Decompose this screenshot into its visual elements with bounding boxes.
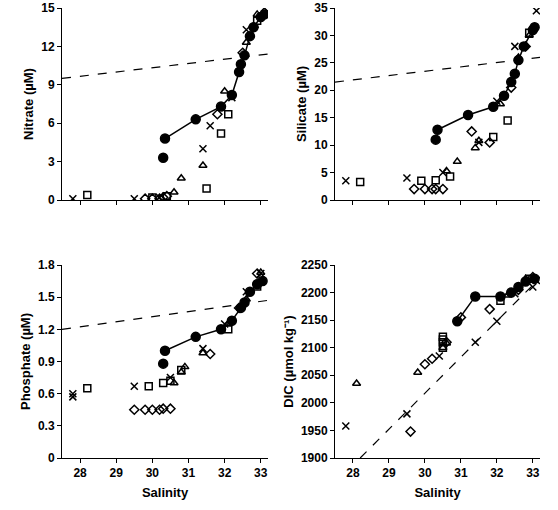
svg-text:2100: 2100 <box>301 341 328 355</box>
svg-text:30: 30 <box>314 29 328 43</box>
svg-text:Salinity: Salinity <box>142 485 189 500</box>
svg-text:32: 32 <box>490 466 504 480</box>
svg-text:33: 33 <box>526 466 540 480</box>
svg-text:2200: 2200 <box>301 286 328 300</box>
svg-text:0.6: 0.6 <box>38 387 55 401</box>
svg-text:1950: 1950 <box>301 424 328 438</box>
svg-text:31: 31 <box>454 466 468 480</box>
svg-text:0: 0 <box>48 193 55 207</box>
svg-text:15: 15 <box>314 111 328 125</box>
svg-text:10: 10 <box>314 138 328 152</box>
svg-text:Silicate (µM): Silicate (µM) <box>294 66 309 142</box>
svg-text:2150: 2150 <box>301 313 328 327</box>
svg-text:6: 6 <box>48 116 55 130</box>
svg-text:29: 29 <box>110 466 124 480</box>
svg-text:Phosphate (µM): Phosphate (µM) <box>18 313 33 410</box>
svg-text:1900: 1900 <box>301 451 328 465</box>
svg-text:0: 0 <box>321 193 328 207</box>
svg-text:2000: 2000 <box>301 396 328 410</box>
svg-text:Salinity: Salinity <box>414 485 461 500</box>
svg-text:1.2: 1.2 <box>38 323 55 337</box>
svg-text:20: 20 <box>314 83 328 97</box>
svg-text:2050: 2050 <box>301 368 328 382</box>
svg-text:1.5: 1.5 <box>38 290 55 304</box>
svg-text:33: 33 <box>254 466 268 480</box>
svg-text:2250: 2250 <box>301 258 328 272</box>
svg-text:9: 9 <box>48 78 55 92</box>
svg-text:0.3: 0.3 <box>38 419 55 433</box>
svg-text:32: 32 <box>218 466 232 480</box>
svg-text:12: 12 <box>41 40 55 54</box>
svg-text:0: 0 <box>48 451 55 465</box>
svg-text:31: 31 <box>182 466 196 480</box>
svg-text:35: 35 <box>314 1 328 15</box>
svg-text:30: 30 <box>146 466 160 480</box>
svg-text:5: 5 <box>321 166 328 180</box>
svg-text:29: 29 <box>382 466 396 480</box>
svg-text:28: 28 <box>346 466 360 480</box>
svg-text:15: 15 <box>41 1 55 15</box>
svg-text:25: 25 <box>314 56 328 70</box>
svg-text:0.9: 0.9 <box>38 355 55 369</box>
svg-text:3: 3 <box>48 155 55 169</box>
svg-text:28: 28 <box>73 466 87 480</box>
svg-text:1.8: 1.8 <box>38 258 55 272</box>
svg-text:30: 30 <box>418 466 432 480</box>
svg-text:DIC (µmol kg⁻¹): DIC (µmol kg⁻¹) <box>281 315 296 407</box>
svg-text:Nitrate (µM): Nitrate (µM) <box>21 68 36 140</box>
